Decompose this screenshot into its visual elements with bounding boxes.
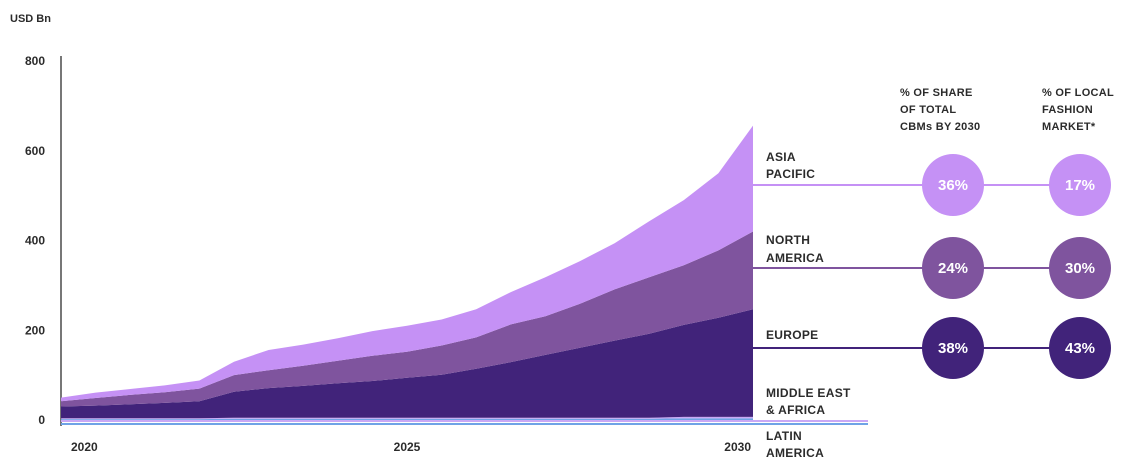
- asia-pacific-local-value: 17%: [1065, 177, 1095, 194]
- y-tick-labels: 0 200 400 600 800: [25, 54, 45, 427]
- region-label-middle-east-africa-1: MIDDLE EAST: [766, 386, 851, 400]
- column-header-share-1: % OF SHARE: [900, 87, 973, 99]
- europe-area: [61, 309, 753, 419]
- region-label-europe: EUROPE: [766, 328, 818, 342]
- europe-share-badge: 38%: [922, 317, 984, 379]
- x-tick-label: 2020: [71, 440, 98, 454]
- y-tick-label: 400: [25, 234, 45, 248]
- asia-pacific-share-badge: 36%: [922, 154, 984, 216]
- region-label-latin-america-2: AMERICA: [766, 446, 824, 459]
- column-header-local-1: % OF LOCAL: [1042, 87, 1114, 99]
- region-label-latin-america-1: LATIN: [766, 429, 802, 443]
- europe-share-value: 38%: [938, 340, 968, 357]
- north-america-share-badge: 24%: [922, 237, 984, 299]
- latin-america-area: [61, 418, 753, 420]
- y-tick-label: 600: [25, 144, 45, 158]
- europe-share-circle: [922, 317, 984, 379]
- region-label-middle-east-africa-2: & AFRICA: [766, 403, 825, 417]
- asia-pacific-area: [61, 125, 753, 402]
- y-unit-label: USD Bn: [10, 13, 51, 25]
- column-header-share-3: CBMs BY 2030: [900, 121, 980, 133]
- stacked-areas: [61, 125, 753, 420]
- column-header-local-3: MARKET*: [1042, 121, 1096, 133]
- asia-pacific-local-badge: 17%: [1049, 154, 1111, 216]
- x-tick-labels: 2020 2025 2030: [71, 440, 751, 454]
- y-tick-label: 0: [38, 413, 45, 427]
- column-header-local-2: FASHION: [1042, 104, 1093, 116]
- europe-local-badge: 43%: [1049, 317, 1111, 379]
- x-tick-label: 2030: [724, 440, 751, 454]
- north-america-share-value: 24%: [938, 260, 968, 277]
- region-label-north-america-1: NORTH: [766, 233, 810, 247]
- y-tick-label: 200: [25, 323, 45, 337]
- middle-east-africa-area: [61, 416, 753, 420]
- region-label-asia-pacific-2: PACIFIC: [766, 167, 815, 181]
- europe-local-value: 43%: [1065, 340, 1095, 357]
- north-america-local-circle: [1049, 237, 1111, 299]
- north-america-local-badge: 30%: [1049, 237, 1111, 299]
- region-label-north-america-2: AMERICA: [766, 251, 824, 265]
- asia-pacific-share-circle: [922, 154, 984, 216]
- column-header-share-2: OF TOTAL: [900, 104, 956, 116]
- y-tick-label: 800: [25, 54, 45, 68]
- north-america-share-circle: [922, 237, 984, 299]
- north-america-local-value: 30%: [1065, 260, 1095, 277]
- region-label-asia-pacific-1: ASIA: [766, 150, 796, 164]
- europe-local-circle: [1049, 317, 1111, 379]
- north-america-area: [61, 231, 753, 407]
- x-tick-label: 2025: [394, 440, 421, 454]
- asia-pacific-share-value: 36%: [938, 177, 968, 194]
- asia-pacific-local-circle: [1049, 154, 1111, 216]
